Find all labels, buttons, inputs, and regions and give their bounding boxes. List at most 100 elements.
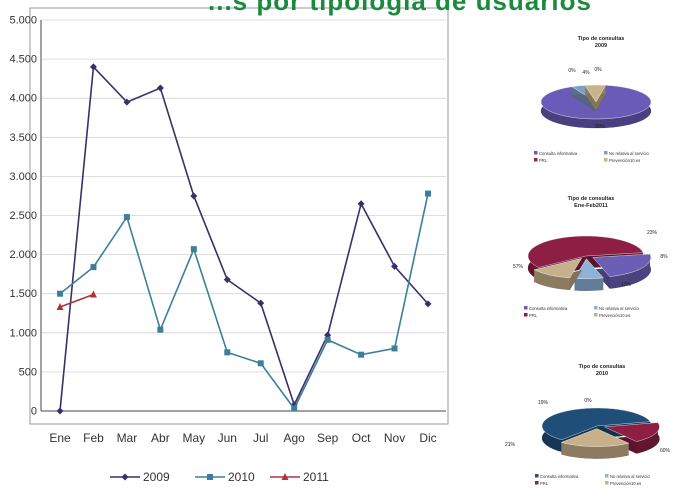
y-tick-label: 3.000 <box>9 171 37 183</box>
pie-title-line: Tipo de consultas <box>568 196 615 202</box>
legend-label: 2011 <box>303 470 329 484</box>
pie-legend-swatch <box>604 151 608 155</box>
pie-legend-label: No relativa al servicio <box>609 151 649 156</box>
y-tick-label: 1.500 <box>9 288 37 300</box>
x-tick-label: Ago <box>284 431 306 445</box>
series-2010-point <box>358 351 365 358</box>
page-title-fragment: ...s por tipología de usuarios <box>208 0 592 16</box>
y-tick-label: 4.000 <box>9 93 37 105</box>
y-tick-label: 0 <box>31 406 37 418</box>
series-2009-point <box>357 200 365 208</box>
series-2010-point <box>291 405 298 412</box>
pie-pct-label: 4% <box>582 70 590 76</box>
pie-slice-edge <box>561 442 629 459</box>
series-2011-line <box>59 293 94 308</box>
pie-legend-label: Prevención10.es <box>610 481 641 486</box>
y-tick-label: 3.500 <box>9 132 37 144</box>
series-2009-point <box>123 98 131 106</box>
pie-legend-swatch <box>594 313 598 317</box>
pie-slice-edge <box>574 277 604 291</box>
pie-legend-swatch <box>535 474 539 478</box>
x-tick-label: Jun <box>218 431 237 445</box>
pie-legend-swatch <box>604 158 608 162</box>
pie-slice <box>592 253 651 277</box>
pie-legend-label: PRL <box>529 313 538 318</box>
series-2010-point <box>324 336 331 343</box>
series-2009-point <box>190 192 198 200</box>
y-tick-label: 500 <box>19 366 37 378</box>
x-tick-label: Oct <box>352 431 371 445</box>
y-tick-label: 1.000 <box>9 327 37 339</box>
series-2010-point <box>257 360 264 367</box>
pie-legend-swatch <box>594 306 598 310</box>
series-2009-point <box>391 262 399 270</box>
pie-legend-label: No relativa al servicio <box>599 306 639 311</box>
pie-legend-label: PRL <box>539 158 548 163</box>
pie-legend-label: Prevención10.es <box>609 158 640 163</box>
pie-title-line: 2009 <box>595 43 607 49</box>
pie-title-line: Tipo de consultas <box>579 364 626 370</box>
pie-slice <box>603 422 660 442</box>
series-2009-point <box>56 407 64 415</box>
pie-pct-label: 23% <box>647 230 658 236</box>
y-tick-label: 4.500 <box>9 54 37 66</box>
x-tick-label: Feb <box>83 431 104 445</box>
pie-title-line: 2010 <box>596 371 608 377</box>
pie-pct-label: 0% <box>568 68 576 74</box>
pie-legend-swatch <box>524 306 528 310</box>
x-tick-label: Abr <box>151 431 170 445</box>
pie-legend-swatch <box>534 158 538 162</box>
series-2010-point <box>157 326 164 333</box>
pie-pct-label: 57% <box>513 264 524 270</box>
pie-legend-label: Consulta informativa <box>540 474 579 479</box>
pie-slice <box>533 257 583 279</box>
pie-legend-swatch <box>605 481 609 485</box>
series-2011-point <box>56 302 64 310</box>
series-2010-line <box>59 193 429 411</box>
pie-title-line: Ene-Feb2011 <box>574 203 608 209</box>
pie-slice <box>527 235 644 268</box>
y-tick-label: 2.000 <box>9 249 37 261</box>
pie-pct-label: 60% <box>660 448 671 454</box>
pie-legend-swatch <box>524 313 528 317</box>
legend-label: 2010 <box>228 470 255 484</box>
series-2009-point <box>257 299 265 307</box>
x-tick-label: Mar <box>117 431 138 445</box>
pie-slice <box>541 407 651 440</box>
pie-pct-label: 0% <box>584 398 592 404</box>
series-2010-point <box>391 345 398 352</box>
series-2011-point <box>89 290 97 298</box>
pie-slice-edge <box>609 254 651 289</box>
pie-slice-edge <box>534 269 570 290</box>
y-tick-label: 2.500 <box>9 210 37 222</box>
pie-legend-label: PRL <box>540 481 549 486</box>
series-2009-point <box>121 473 129 481</box>
x-tick-label: Ene <box>49 431 71 445</box>
legend-label: 2009 <box>143 470 170 484</box>
pie-pct-label: 0% <box>594 67 602 73</box>
pie-legend-swatch <box>535 481 539 485</box>
plot-frame <box>29 7 449 425</box>
series-2009-point <box>223 276 231 284</box>
pie-legend-swatch <box>534 151 538 155</box>
pie-title-line: Tipo de consultas <box>578 36 625 42</box>
series-2010-point <box>207 474 213 480</box>
x-tick-label: Jul <box>253 431 268 445</box>
pie-legend-label: No relativa al servicio <box>610 474 650 479</box>
series-2011-point <box>281 473 289 480</box>
series-2010-point <box>123 214 130 221</box>
pie-pct-label: 12% <box>621 282 632 288</box>
pie-slice <box>560 428 630 447</box>
pie-legend-label: Consulta informativa <box>539 151 578 156</box>
pie-pct-label: 19% <box>538 400 549 406</box>
series-2010-point <box>425 190 431 197</box>
pie-legend-swatch <box>605 474 609 478</box>
pie-legend-label: Consulta informativa <box>529 306 568 311</box>
y-tick-label: 5.000 <box>9 15 37 27</box>
x-tick-label: Sep <box>317 431 339 445</box>
pie-slice <box>584 84 606 103</box>
